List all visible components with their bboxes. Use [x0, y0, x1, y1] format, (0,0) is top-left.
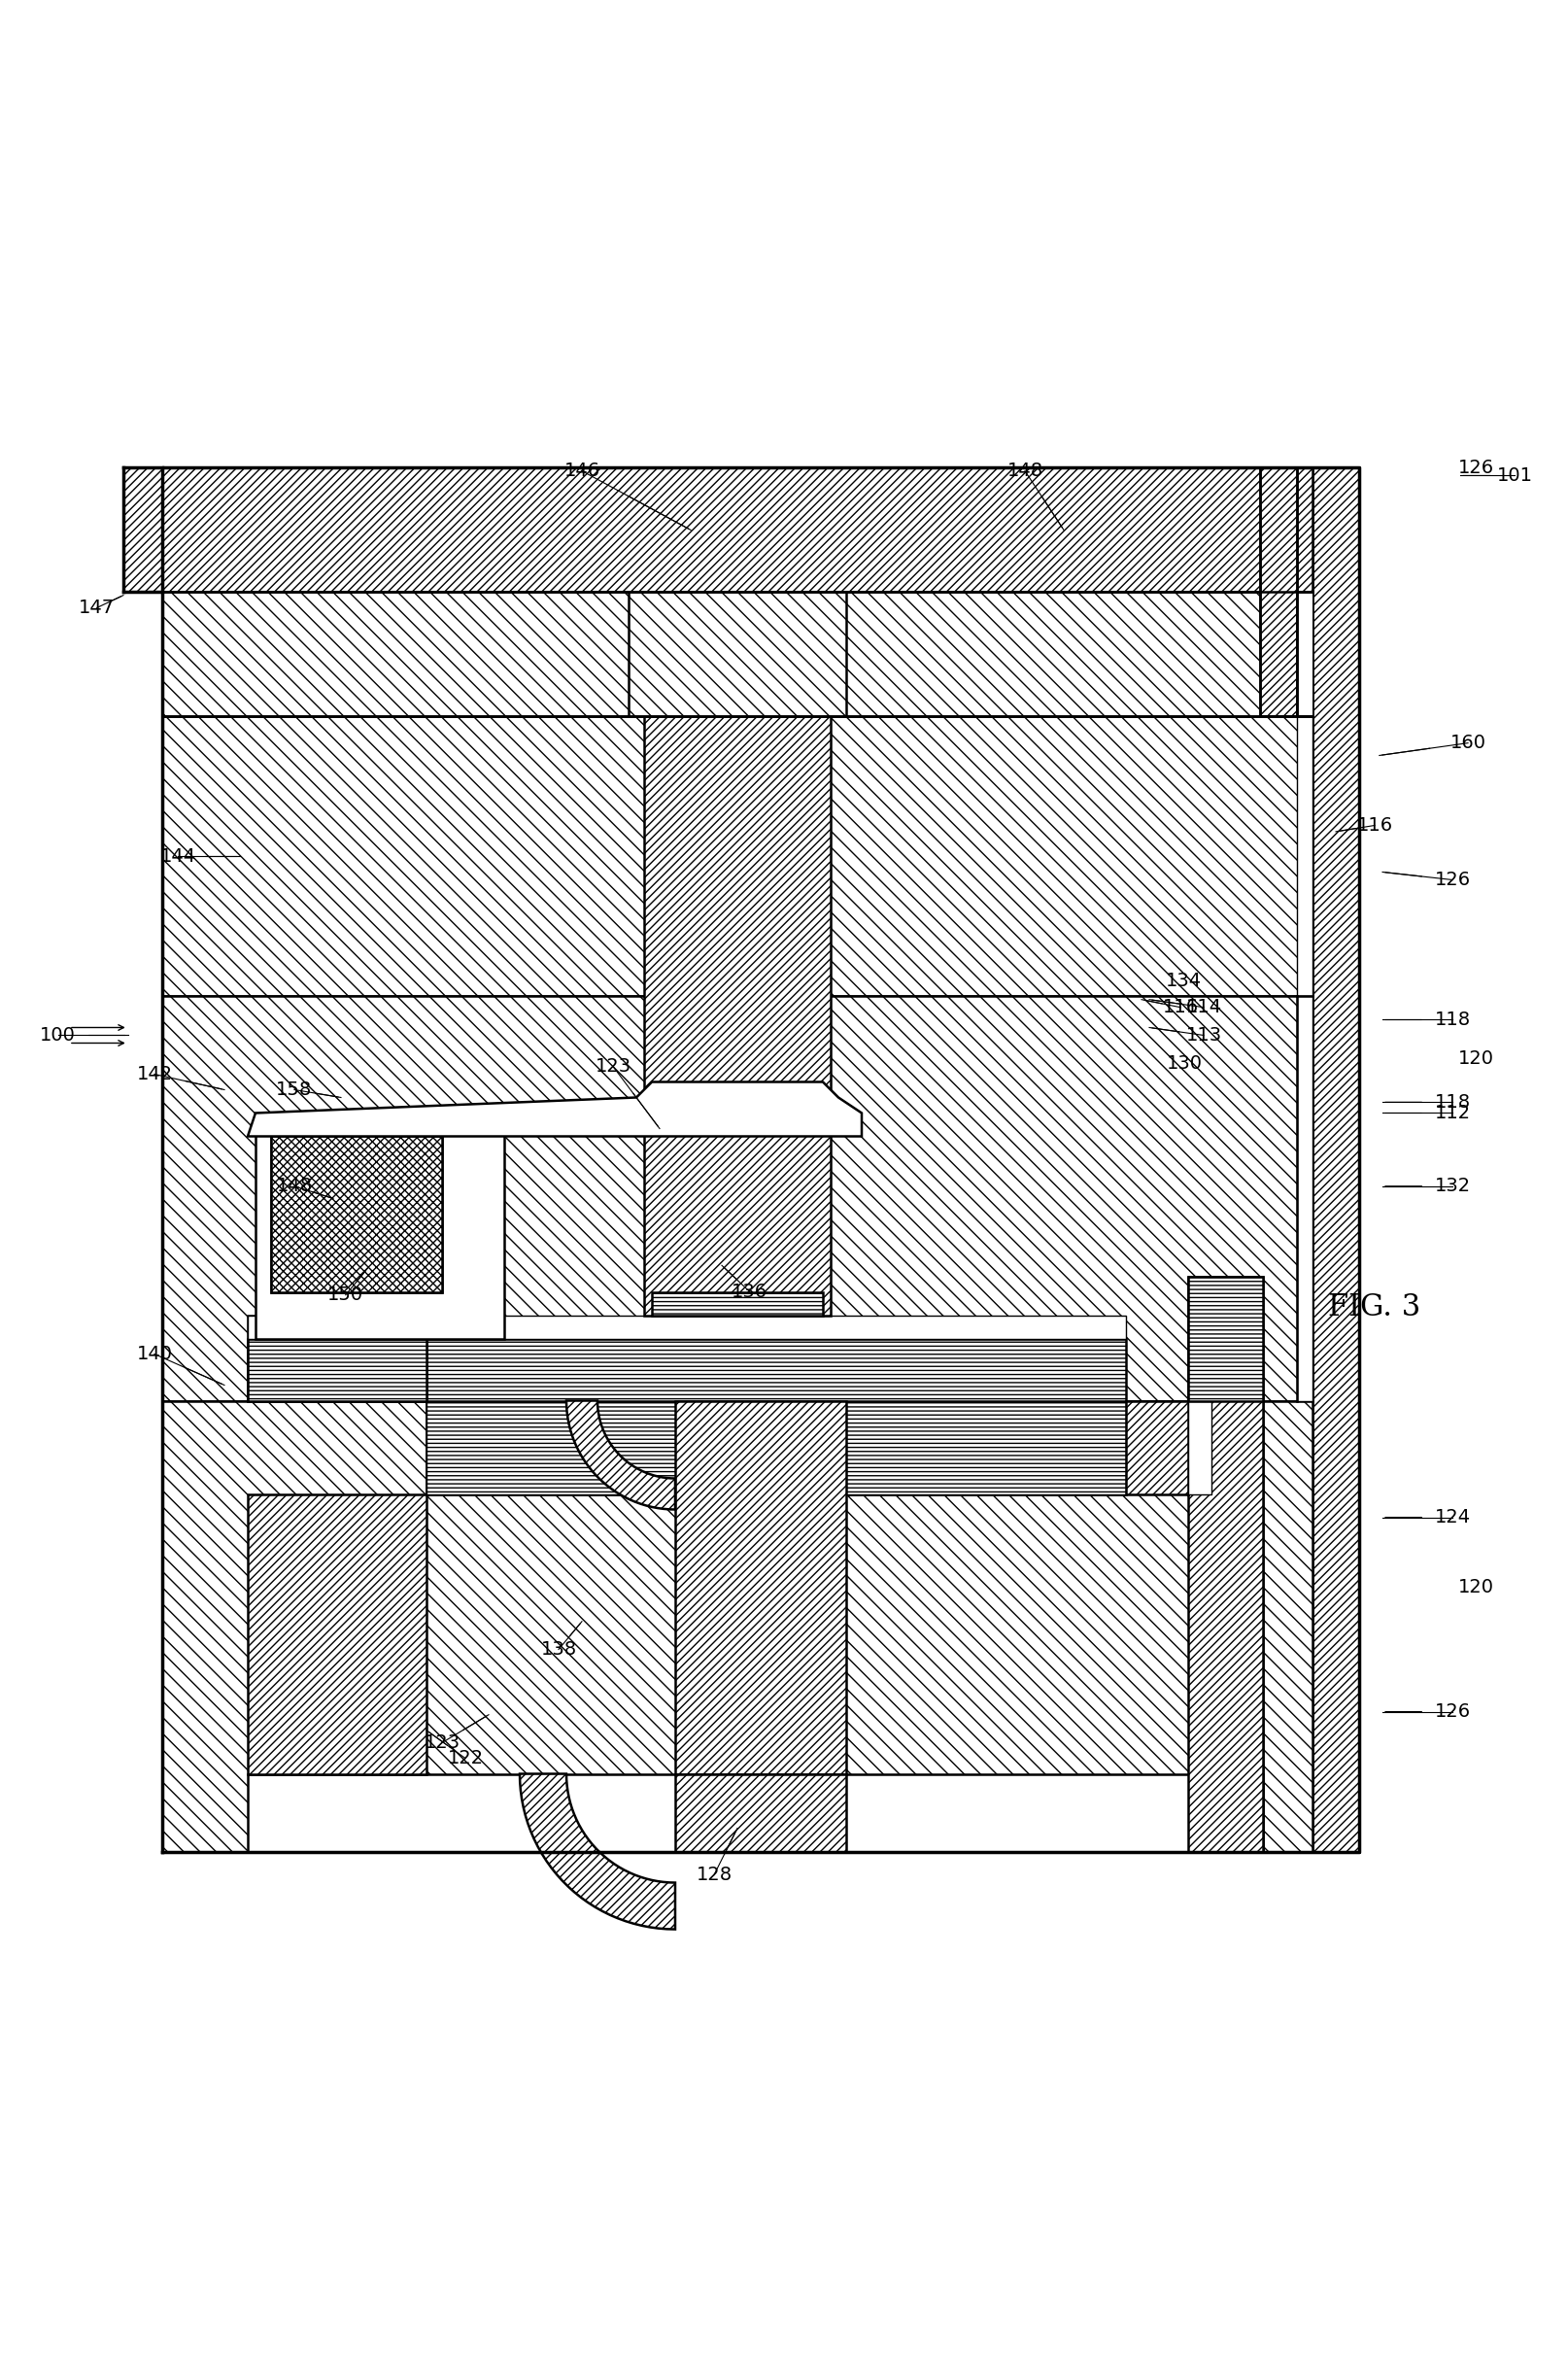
Text: 118: 118 [1435, 1093, 1471, 1112]
Text: 138: 138 [541, 1640, 577, 1659]
Bar [162, 592, 1312, 717]
Text: 122: 122 [447, 1748, 483, 1767]
Text: 123: 123 [423, 1734, 459, 1751]
Bar [1297, 717, 1312, 996]
Text: 148: 148 [276, 1176, 312, 1195]
Text: 101: 101 [1496, 466, 1532, 485]
Text: 116: 116 [1162, 998, 1198, 1017]
Text: 114: 114 [1185, 998, 1221, 1017]
Bar [162, 1401, 1312, 1853]
Bar [1297, 592, 1312, 717]
Text: 148: 148 [1007, 461, 1043, 480]
Text: 128: 128 [696, 1867, 732, 1883]
Bar [271, 1136, 442, 1292]
Bar [248, 1339, 426, 1401]
Text: 132: 132 [1435, 1176, 1471, 1195]
Polygon shape [248, 1081, 862, 1136]
Bar [1259, 1401, 1262, 1853]
Bar [248, 1774, 1262, 1853]
Bar [162, 468, 1312, 592]
Bar [1189, 1275, 1262, 1401]
Text: 147: 147 [78, 599, 114, 618]
Text: 136: 136 [732, 1282, 768, 1301]
Text: 158: 158 [276, 1081, 312, 1098]
Text: 144: 144 [160, 847, 196, 866]
Text: 112: 112 [1435, 1105, 1471, 1121]
Text: 140: 140 [136, 1344, 172, 1363]
Bar [426, 1401, 1126, 1493]
Text: 123: 123 [594, 1058, 630, 1077]
Bar [629, 592, 847, 717]
Text: FIG. 3: FIG. 3 [1328, 1292, 1421, 1323]
Text: 150: 150 [328, 1285, 364, 1304]
Bar [271, 1136, 442, 1292]
Bar [248, 1493, 426, 1774]
Text: 118: 118 [1435, 1010, 1471, 1029]
Text: 134: 134 [1165, 972, 1201, 989]
Bar [1189, 1401, 1212, 1493]
Bar [676, 1774, 847, 1853]
Bar [652, 1292, 823, 1315]
Text: 126: 126 [1435, 1704, 1471, 1720]
Bar [426, 1401, 1126, 1493]
Bar [426, 1339, 1126, 1401]
Bar [248, 1315, 458, 1401]
Text: 113: 113 [1185, 1027, 1221, 1043]
Text: 126: 126 [1458, 459, 1494, 478]
Bar [162, 996, 1312, 1401]
Bar [1189, 1275, 1262, 1853]
Text: 120: 120 [1458, 1578, 1494, 1597]
Bar [426, 1401, 1126, 1493]
Text: 116: 116 [1356, 816, 1392, 835]
Bar [256, 1121, 505, 1339]
Bar [1259, 468, 1297, 717]
Text: 124: 124 [1435, 1507, 1471, 1526]
Text: 120: 120 [1458, 1051, 1494, 1067]
Text: 142: 142 [136, 1065, 172, 1084]
Text: 126: 126 [1435, 871, 1471, 890]
Bar [1312, 468, 1359, 1853]
Polygon shape [519, 1774, 676, 1928]
Polygon shape [1297, 996, 1312, 1401]
Bar [248, 1315, 1126, 1339]
Text: 100: 100 [41, 1027, 75, 1043]
Bar [644, 717, 831, 1315]
Text: 146: 146 [564, 461, 601, 480]
Text: 160: 160 [1450, 733, 1486, 752]
Bar [676, 1401, 847, 1774]
Bar [162, 717, 1312, 996]
Polygon shape [566, 1401, 676, 1510]
Bar [124, 468, 162, 592]
Bar [1126, 1401, 1189, 1493]
Text: 130: 130 [1167, 1053, 1203, 1072]
